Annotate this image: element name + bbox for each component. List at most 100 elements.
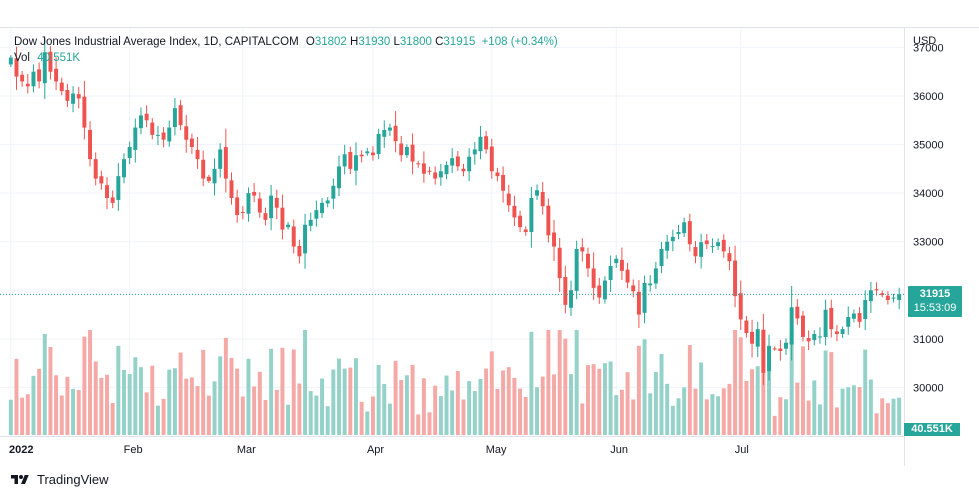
volume-bar [619,389,624,435]
volume-bar [444,375,449,435]
candle-body [195,149,200,160]
candle-body [348,151,353,169]
volume-bar [59,395,64,435]
last-price-tag: 31915 15:53:09 [908,286,962,318]
volume-bar [257,371,262,435]
volume-bar [223,337,228,435]
candle-body [897,294,902,300]
change-value: +108 (+0.34%) [481,36,558,48]
volume-bar [608,361,613,435]
volume-bar [110,403,115,435]
footer-branding[interactable]: TradingView [9,472,109,487]
candle-body [235,197,240,215]
volume-bar [252,386,257,435]
candle-body [76,94,81,99]
price-tick-label: 34000 [913,188,944,200]
candle-body [699,242,704,257]
candle-body [585,253,590,269]
volume-bar [778,397,783,435]
volume-bar [150,365,155,435]
candle-body [438,171,443,178]
volume-bar [314,395,319,435]
candle-body [716,242,721,247]
candle-body [733,260,738,297]
candle-body [755,329,760,347]
volume-bar [529,331,534,435]
candle-body [767,346,772,372]
volume-bar [704,399,709,435]
volume-bar [331,369,336,435]
volume-bar [591,364,596,435]
price-axis[interactable]: 3000031000320003300034000350003600037000 [913,42,944,394]
volume-bar [727,383,732,435]
close-label: C [435,36,444,48]
candle-body [93,159,98,179]
volume-bar [370,396,375,435]
candle-body [529,198,534,232]
candle-body [421,163,426,174]
candle-body [591,268,596,288]
volume-bar [557,330,562,435]
candle-body [868,290,873,302]
volume-bar [155,405,160,435]
volume-bar [801,346,805,435]
candle-body [602,280,607,300]
volume-bar [506,367,511,435]
volume-bar [478,378,483,435]
candle-body [653,268,658,284]
volume-bar [20,397,25,435]
volume-bar [653,372,658,435]
candle-body [382,130,387,137]
volume-bar [184,378,189,435]
time-axis[interactable]: 2022 Feb Mar Apr May Jun Jul [9,444,749,456]
volume-bar [387,403,392,435]
candles [8,38,902,385]
candle-body [546,205,551,236]
volume-bar [365,411,370,435]
volume-bar [31,375,36,435]
candle-body [184,126,189,140]
candle-body [806,338,811,342]
candle-body [455,156,460,167]
candle-body [444,164,449,175]
candle-body [303,224,308,254]
price-tick-label: 35000 [913,140,944,152]
open-value: 31802 [314,36,347,48]
volume-bar [625,372,630,435]
volume-bar [14,358,19,435]
candle-body [874,289,879,291]
candle-body [750,331,755,344]
volume-bar [721,388,726,435]
volume-bar [512,377,517,435]
candle-body [523,229,528,232]
volume-bar [48,347,53,435]
volume-bar [189,377,194,435]
volume-bar [172,368,177,435]
candle-body [20,74,25,82]
candle-body [659,249,664,267]
candle-body [274,197,279,208]
candle-body [286,224,291,228]
candle-body [801,315,805,337]
candle-body [161,132,166,140]
volume-bar [806,400,811,435]
volume-bar [772,415,777,435]
volume-bar [138,367,143,435]
candle-body [851,313,856,319]
candle-body [416,163,421,165]
volume-bar [817,404,822,435]
brand-name: TradingView [37,472,109,487]
candle-body [280,207,285,230]
volume-bar [303,330,308,435]
candle-body [212,168,217,184]
volume-bar [325,406,330,435]
volume-bar [195,386,200,435]
candle-body [512,205,517,218]
candle-body [201,159,206,179]
high-label: H [350,36,359,48]
price-tick-label: 31000 [913,334,944,346]
candle-body [495,172,500,177]
candle-body [478,136,483,152]
